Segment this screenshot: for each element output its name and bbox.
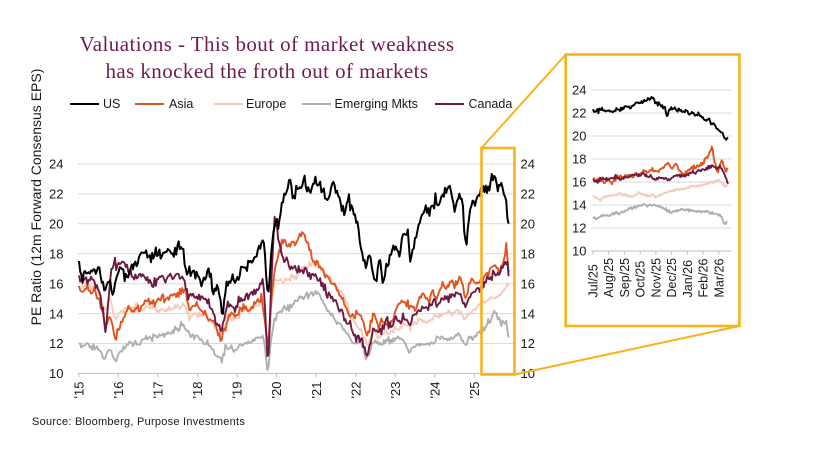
svg-text:'16: '16 [111,382,126,399]
svg-text:10: 10 [49,366,63,381]
svg-text:'21: '21 [309,382,324,399]
svg-text:14: 14 [521,306,535,321]
svg-text:14: 14 [49,306,63,321]
svg-text:22: 22 [572,106,586,121]
svg-text:24: 24 [49,157,63,172]
svg-text:'18: '18 [190,382,205,399]
svg-text:'17: '17 [151,382,166,399]
svg-text:Mar/26: Mar/26 [712,259,726,298]
svg-text:12: 12 [572,221,586,236]
svg-text:14: 14 [572,198,586,213]
svg-text:Nov/25: Nov/25 [649,258,663,298]
svg-text:Feb/26: Feb/26 [697,259,711,298]
svg-text:18: 18 [49,247,63,262]
svg-text:12: 12 [521,336,535,351]
svg-text:'19: '19 [230,382,245,399]
svg-text:'22: '22 [348,382,363,399]
svg-text:18: 18 [521,247,535,262]
svg-text:'25: '25 [467,382,482,399]
svg-text:20: 20 [521,217,535,232]
svg-text:16: 16 [521,276,535,291]
svg-text:24: 24 [521,157,535,172]
svg-text:20: 20 [572,129,586,144]
svg-text:Sep/25: Sep/25 [618,258,632,298]
svg-text:22: 22 [521,187,535,202]
svg-text:22: 22 [49,187,63,202]
svg-text:12: 12 [49,336,63,351]
svg-text:16: 16 [572,175,586,190]
svg-text:Dec/25: Dec/25 [665,258,679,298]
svg-text:Aug/25: Aug/25 [602,258,616,298]
svg-text:'15: '15 [71,382,86,399]
svg-text:16: 16 [49,276,63,291]
svg-text:Jan/26: Jan/26 [681,260,695,298]
svg-text:'24: '24 [428,382,443,399]
svg-text:20: 20 [49,217,63,232]
svg-text:18: 18 [572,152,586,167]
svg-text:10: 10 [572,244,586,259]
svg-text:'20: '20 [269,382,284,399]
svg-text:'23: '23 [388,382,403,399]
svg-text:Jul/25: Jul/25 [587,264,601,297]
svg-text:24: 24 [572,83,586,98]
svg-text:Oct/25: Oct/25 [634,261,648,298]
